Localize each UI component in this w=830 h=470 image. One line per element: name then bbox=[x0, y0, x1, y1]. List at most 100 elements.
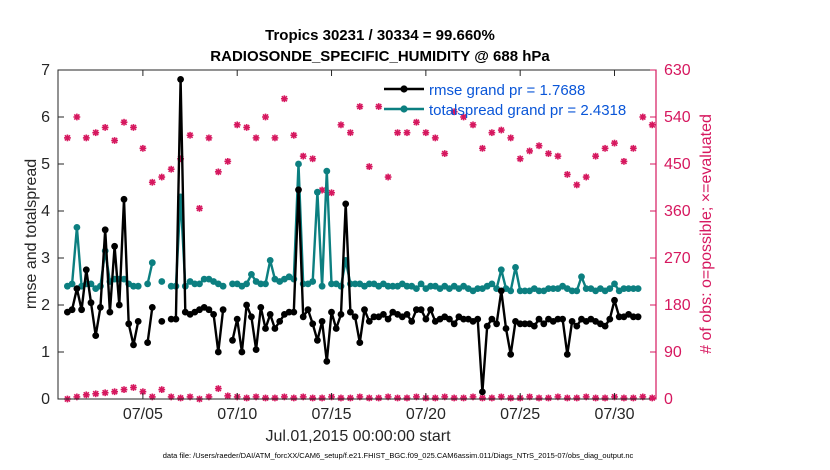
obs-possible-point bbox=[488, 129, 496, 137]
x-tick-label: 07/25 bbox=[500, 406, 540, 423]
totalspread-point bbox=[582, 285, 590, 292]
obs-possible-point bbox=[573, 181, 581, 189]
y-ticks: 0 1 2 3 4 5 6 7 bbox=[41, 62, 64, 408]
obs-evaluated-point bbox=[262, 394, 269, 402]
obs-possible-point bbox=[384, 173, 392, 181]
obs-evaluated-point bbox=[479, 394, 486, 402]
obs-evaluated-point bbox=[271, 394, 279, 402]
obs-possible-point bbox=[130, 124, 137, 131]
rmse-point bbox=[535, 315, 543, 323]
obs-possible-point bbox=[111, 137, 118, 144]
rmse-point bbox=[276, 318, 284, 325]
totalspread-point bbox=[620, 285, 628, 292]
rmse-point bbox=[630, 313, 637, 321]
rmse-point bbox=[408, 318, 416, 325]
obs-possible-point bbox=[441, 150, 449, 157]
totalspread-point bbox=[196, 280, 203, 288]
totalspread-point bbox=[474, 285, 482, 292]
rmse-point bbox=[205, 306, 213, 314]
rmse-point bbox=[384, 315, 392, 323]
obs-possible-point bbox=[186, 131, 194, 139]
rmse-point bbox=[158, 318, 166, 325]
x-tick-label: 07/20 bbox=[406, 406, 446, 423]
rmse-point bbox=[314, 336, 321, 344]
series-layer bbox=[64, 76, 642, 396]
rmse-point bbox=[554, 315, 562, 323]
obs-possible-point bbox=[101, 124, 109, 131]
rmse-point bbox=[516, 320, 524, 328]
obs-possible-point bbox=[479, 144, 486, 152]
rmse-point bbox=[285, 308, 293, 316]
rmse-point bbox=[479, 388, 486, 396]
rmse-point bbox=[304, 306, 312, 314]
totalspread-point bbox=[573, 287, 581, 295]
rmse-point bbox=[167, 315, 175, 323]
obs-evaluated-point bbox=[243, 394, 251, 402]
rmse-point bbox=[483, 322, 491, 330]
totalspread-point bbox=[413, 285, 420, 292]
rmse-point bbox=[474, 315, 482, 323]
legend-rmse-label: rmse grand pr = 1.7688 bbox=[429, 82, 585, 99]
rmse-point bbox=[540, 320, 548, 328]
rmse-point bbox=[356, 339, 364, 346]
y2-tick-label: 180 bbox=[664, 297, 691, 314]
obs-possible-point bbox=[639, 113, 647, 121]
rmse-point bbox=[497, 287, 505, 295]
obs-possible-point bbox=[224, 157, 232, 165]
obs-possible-point bbox=[394, 129, 401, 137]
obs-possible-point bbox=[280, 95, 288, 103]
obs-possible-point bbox=[450, 108, 458, 116]
obs-evaluated-point bbox=[224, 392, 232, 400]
chart-title: Tropics 30231 / 30334 = 99.660% bbox=[265, 27, 495, 44]
obs-evaluated-point bbox=[648, 394, 656, 402]
obs-possible-point bbox=[309, 155, 317, 163]
rmse-point bbox=[521, 320, 529, 328]
rmse-point bbox=[148, 304, 156, 311]
obs-possible-point bbox=[346, 129, 354, 137]
rmse-point bbox=[177, 76, 185, 83]
totalspread-point bbox=[158, 278, 166, 285]
rmse-point bbox=[295, 186, 302, 194]
totalspread-point bbox=[521, 287, 529, 295]
obs-evaluated-point bbox=[375, 394, 383, 402]
y-tick-label: 7 bbox=[41, 62, 50, 79]
rmse-point bbox=[257, 304, 265, 311]
obs-possible-point bbox=[422, 129, 430, 137]
obs-evaluated-point bbox=[403, 394, 411, 402]
totalspread-point bbox=[606, 285, 614, 292]
rmse-point bbox=[611, 296, 618, 304]
totalspread-point bbox=[488, 280, 496, 288]
obs-possible-point bbox=[252, 134, 260, 142]
totalspread-point bbox=[68, 280, 76, 288]
totalspread-point bbox=[318, 282, 326, 290]
totalspread-point bbox=[323, 167, 331, 175]
obs-possible-point bbox=[167, 165, 175, 173]
totalspread-point bbox=[634, 285, 642, 292]
obs-possible-point bbox=[592, 152, 600, 160]
rmse-point bbox=[488, 315, 496, 323]
y-axis-label: rmse and totalspread bbox=[23, 159, 40, 309]
totalspread-point bbox=[257, 280, 265, 288]
rmse-point bbox=[252, 346, 260, 353]
obs-evaluated-point bbox=[346, 394, 354, 402]
rmse-point bbox=[233, 315, 241, 323]
rmse-point bbox=[427, 306, 434, 314]
rmse-point bbox=[403, 311, 411, 318]
rmse-point bbox=[130, 341, 137, 349]
rmse-line bbox=[66, 78, 639, 394]
totalspread-point bbox=[403, 282, 411, 290]
obs-possible-point bbox=[82, 134, 90, 142]
rmse-point bbox=[559, 315, 566, 323]
rmse-point bbox=[450, 320, 458, 328]
totalspread-point bbox=[148, 259, 156, 267]
obs-evaluated-point bbox=[592, 394, 600, 402]
obs-possible-point bbox=[375, 103, 383, 110]
obs-evaluated-point bbox=[337, 394, 345, 402]
x-ticks: 07/05 07/10 07/15 07/20 07/25 07/30 bbox=[123, 70, 635, 423]
legend: rmse grand pr = 1.7688 totalspread grand… bbox=[384, 82, 626, 119]
totalspread-point bbox=[384, 282, 392, 290]
totalspread-point bbox=[219, 282, 227, 290]
rmse-point bbox=[634, 313, 642, 321]
obs-evaluated-point bbox=[120, 386, 128, 393]
